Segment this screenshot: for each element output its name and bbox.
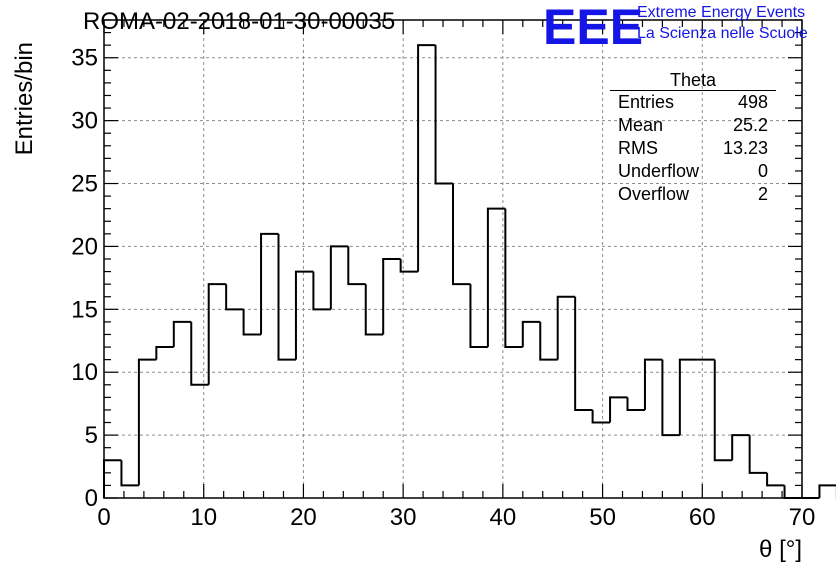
stats-row-rms: RMS 13.23 (610, 137, 776, 160)
y-tick-label: 20 (71, 233, 98, 260)
histogram-bin (469, 284, 488, 349)
histogram-bin (521, 320, 541, 348)
histogram-bin (486, 207, 506, 348)
histogram-bin (504, 208, 523, 349)
x-tick-label: 40 (490, 504, 517, 531)
histogram-bin (661, 359, 680, 437)
eee-logo: EEE (543, 0, 644, 55)
x-tick-label: 30 (390, 504, 417, 531)
histogram-bin (417, 44, 436, 272)
stats-row-overflow: Overflow 2 (610, 183, 776, 206)
x-tick-label: 50 (589, 504, 616, 531)
histogram-bin (783, 485, 802, 499)
histogram-bin (312, 271, 331, 311)
x-tick-label: 0 (97, 504, 110, 531)
logo-line-1: Extreme Energy Events (637, 4, 806, 21)
histogram-series (103, 44, 836, 499)
histogram-bin (713, 359, 733, 462)
histogram-bin (329, 245, 349, 310)
y-axis-label: Entries/bin (11, 42, 38, 155)
x-axis-label: θ [°] (759, 536, 802, 563)
x-tick-label: 20 (290, 504, 317, 531)
histogram-bin (748, 435, 768, 474)
stats-value: 13.23 (722, 138, 768, 158)
histogram-bin (574, 296, 593, 411)
histogram-bin (347, 246, 366, 286)
histogram-bin (190, 321, 209, 386)
histogram-bin (731, 434, 750, 461)
x-tick-label: 10 (190, 504, 217, 531)
stats-value: 498 (737, 92, 768, 112)
stats-value: 0 (757, 161, 768, 181)
histogram-bin (818, 484, 836, 498)
stats-row-underflow: Underflow 0 (610, 160, 776, 183)
stats-row-entries: Entries 498 (610, 91, 776, 114)
histogram-bin (364, 284, 384, 336)
logo-line-2: La Scienza nelle Scuole (637, 25, 808, 42)
histogram-bin (626, 397, 645, 411)
histogram-bin (225, 284, 244, 311)
histogram-bin (172, 320, 192, 348)
x-tick-label: 60 (689, 504, 716, 531)
histogram-bin (120, 460, 139, 487)
y-tick-label: 25 (71, 171, 98, 198)
histogram-bin (678, 358, 698, 436)
stats-label: Mean (618, 115, 664, 135)
histogram-bin (399, 259, 419, 273)
histogram-bin (277, 233, 296, 361)
histogram-bin (382, 258, 401, 335)
stats-label: Underflow (618, 161, 700, 181)
stats-label: Overflow (618, 184, 690, 204)
histogram-bin (434, 45, 453, 185)
histogram-bin (452, 183, 471, 286)
histogram-bin (643, 358, 663, 410)
histogram-bin (155, 346, 174, 360)
x-tick-label: 70 (789, 504, 816, 531)
y-tick-label: 15 (71, 296, 98, 323)
logo-caption: Extreme Energy Events La Scienza nelle S… (637, 2, 808, 44)
stats-row-mean: Mean 25.2 (610, 114, 776, 137)
histogram-bin (207, 283, 227, 385)
y-tick-label: 5 (85, 422, 98, 449)
stats-label: RMS (618, 138, 658, 158)
histogram-bin (556, 295, 576, 360)
histogram-bin (766, 472, 785, 487)
y-tick-label: 35 (71, 45, 98, 72)
histogram-bin (294, 270, 314, 360)
stats-box: Theta Entries 498 Mean 25.2 RMS 13.23 Un… (610, 70, 776, 206)
stats-value: 2 (757, 184, 768, 204)
histogram-bin (591, 409, 611, 424)
y-tick-label: 0 (85, 485, 98, 512)
histogram-bin (609, 396, 628, 423)
y-tick-label: 10 (71, 359, 98, 386)
histogram-bin (260, 232, 279, 335)
histogram-bin (103, 459, 122, 498)
stats-value: 25.2 (732, 115, 768, 135)
stats-label: Entries (618, 92, 675, 112)
histogram-bin (242, 309, 262, 336)
histogram-bin (539, 321, 558, 361)
run-title: ROMA-02-2018-01-30-00035 (83, 8, 396, 35)
stats-title: Theta (610, 70, 776, 91)
y-tick-label: 30 (71, 108, 98, 135)
histogram-bin (137, 358, 157, 486)
